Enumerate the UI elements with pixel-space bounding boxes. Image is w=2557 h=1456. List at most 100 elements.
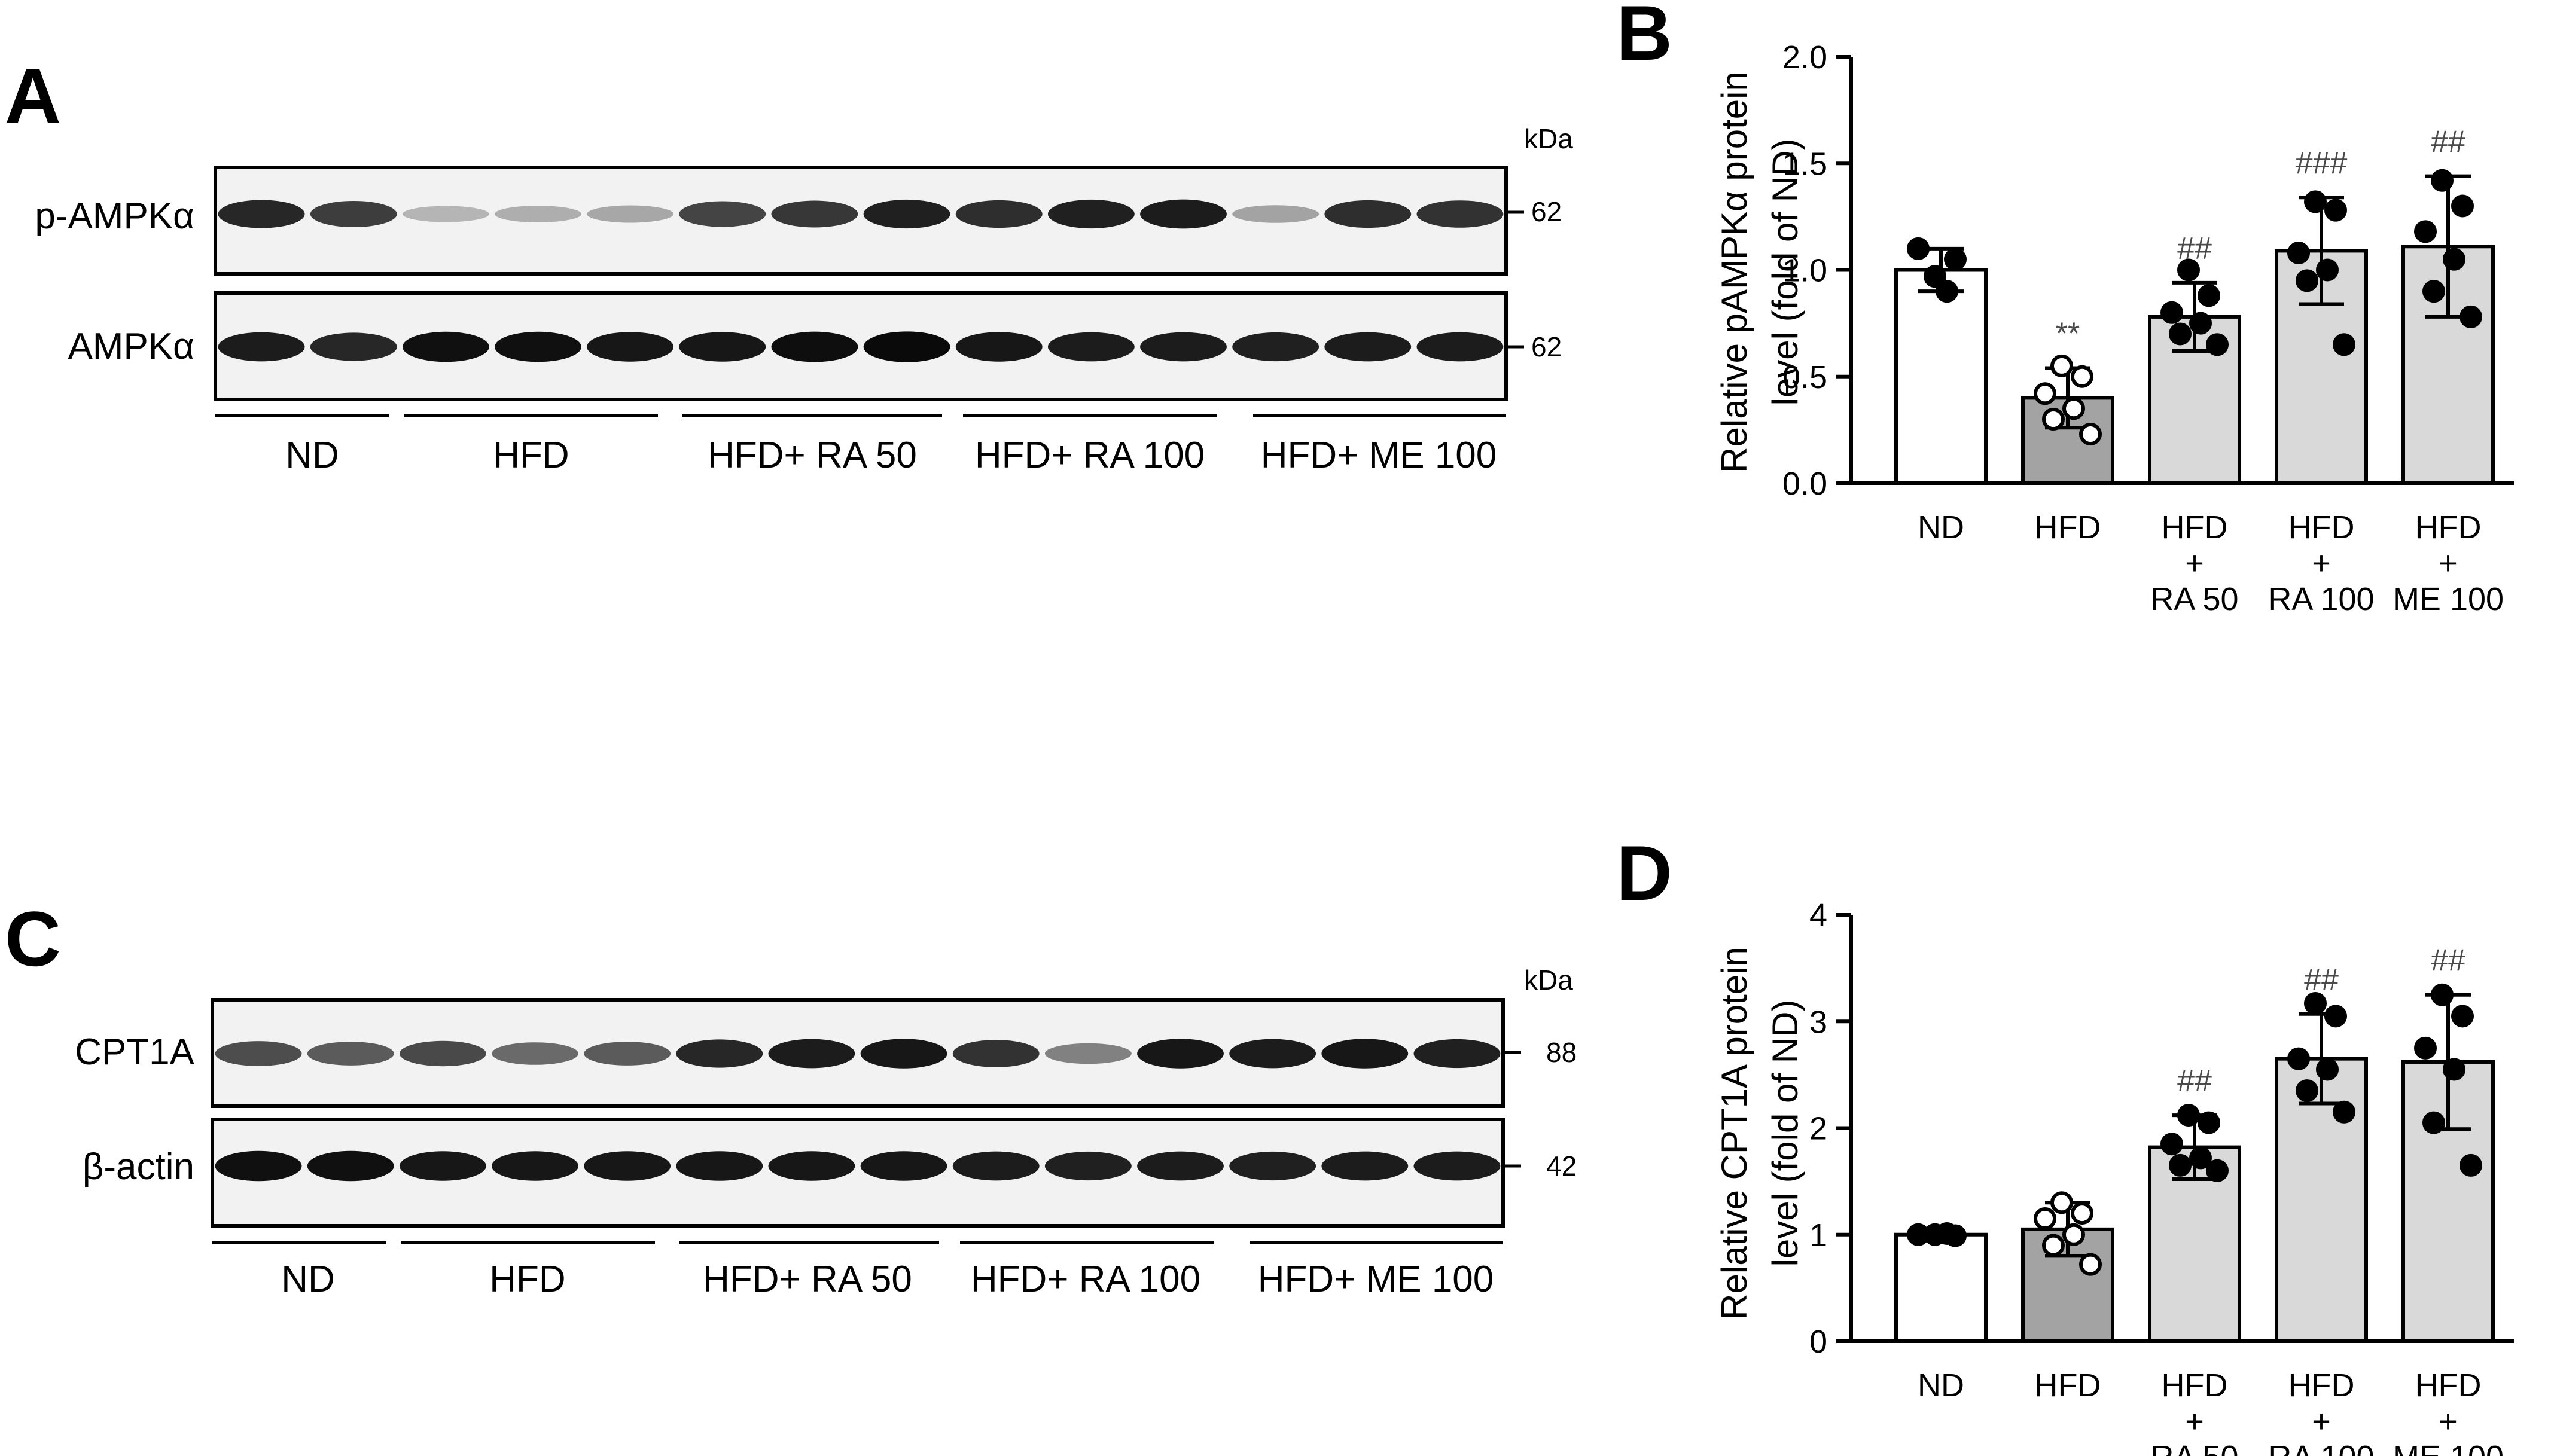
data-point	[2042, 408, 2065, 431]
western-blot-a: kDa p-AMPKα AMPKα 62 62 ND HFD HFD+ RA 5…	[35, 123, 1573, 476]
blot-band	[402, 331, 489, 362]
blot-band	[215, 1150, 302, 1182]
blot-c-group-label: HFD+ RA 50	[703, 1259, 912, 1300]
x-category-label: +	[2439, 1403, 2458, 1439]
x-category-label: HFD	[2162, 509, 2228, 545]
blot-band	[587, 332, 674, 362]
data-point	[2160, 301, 2183, 324]
blot-a-row-2-kda: 62	[1531, 331, 1562, 362]
blot-a-row-2-bands	[218, 331, 1504, 362]
data-point	[2169, 1153, 2192, 1177]
blot-band	[1229, 1039, 1316, 1069]
blot-band	[1137, 1039, 1224, 1069]
chart-b-ylabel-line-1: Relative pAMPKα protein	[1714, 71, 1754, 473]
blot-band	[1324, 200, 1412, 228]
kda-label-a: kDa	[1524, 123, 1573, 154]
data-point	[2451, 194, 2474, 218]
chart-b-pampk: Relative pAMPKα protein level (fold of N…	[1714, 39, 2514, 617]
data-point	[2050, 1191, 2073, 1214]
data-point	[2079, 423, 2102, 446]
significance-label: ##	[2431, 125, 2465, 160]
blot-c-row-2-kda: 42	[1546, 1150, 1577, 1182]
blot-c-row-2-bands	[215, 1150, 1501, 1182]
data-point	[2079, 1253, 2102, 1276]
blot-band	[310, 332, 397, 361]
data-point	[2422, 1111, 2445, 1134]
blot-band	[952, 1151, 1040, 1181]
data-point	[2451, 1005, 2474, 1028]
data-point	[2304, 190, 2327, 213]
blot-band	[215, 1041, 302, 1066]
x-category-label: HFD	[2288, 1368, 2355, 1403]
blot-band	[768, 1151, 855, 1181]
blot-c-row-1-bands	[215, 1039, 1501, 1069]
blot-a-row-1-label: p-AMPKα	[35, 196, 194, 237]
blot-band	[1047, 332, 1135, 362]
blot-band	[1232, 205, 1319, 223]
blot-band	[771, 200, 858, 228]
chart-d-cpt1a: Relative CPT1A protein level (fold of ND…	[1714, 898, 2514, 1456]
blot-band	[495, 206, 581, 222]
blot-band	[218, 332, 305, 362]
data-point	[2198, 1111, 2220, 1134]
data-point	[2189, 312, 2212, 335]
western-blot-c: kDa CPT1A β-actin 88 42 ND HFD HFD+ RA 5…	[75, 964, 1577, 1300]
y-tick-label: 1.0	[1782, 253, 1827, 289]
data-point	[2206, 1159, 2229, 1182]
blot-c-group-label: HFD+ ME 100	[1258, 1259, 1494, 1300]
data-point	[2414, 1036, 2437, 1060]
x-category-label: ME 100	[2393, 581, 2504, 617]
blot-a-group-label: HFD	[493, 435, 569, 476]
data-point	[2071, 1202, 2093, 1225]
significance-label: ###	[2296, 146, 2348, 181]
data-point	[2177, 258, 2200, 282]
data-point	[1944, 248, 1967, 271]
blot-band	[402, 206, 489, 222]
blot-band	[1416, 200, 1504, 228]
y-tick-label: 1	[1809, 1217, 1827, 1253]
blot-band	[218, 200, 305, 228]
data-point	[2443, 1058, 2465, 1081]
blot-a-group-label: HFD+ RA 50	[708, 435, 917, 476]
data-point	[1907, 237, 1930, 260]
blot-band	[307, 1042, 394, 1066]
panel-c-letter: C	[5, 895, 61, 982]
blot-band	[676, 1039, 763, 1068]
y-tick-label: 1.5	[1782, 146, 1827, 182]
blot-band	[492, 1151, 578, 1181]
data-point	[2169, 322, 2192, 346]
blot-band	[1044, 1043, 1132, 1064]
blot-band	[492, 1042, 578, 1065]
data-point	[2296, 269, 2318, 292]
blot-band	[952, 1040, 1040, 1067]
significance-label: **	[2056, 316, 2080, 351]
blot-c-row-1-label: CPT1A	[75, 1031, 194, 1073]
data-point	[2431, 983, 2454, 1006]
x-category-label: RA 50	[2150, 581, 2238, 617]
data-point	[2422, 280, 2445, 303]
blot-band	[1321, 1039, 1409, 1069]
x-category-label: HFD	[2035, 1368, 2101, 1403]
data-point	[2333, 333, 2355, 356]
x-category-label: HFD	[2288, 509, 2355, 545]
y-tick-label: 2	[1809, 1111, 1827, 1147]
chart-d-ylabel-line-1: Relative CPT1A protein	[1714, 947, 1754, 1320]
data-point	[2198, 284, 2220, 307]
blot-band	[399, 1151, 486, 1181]
kda-label-c: kDa	[1524, 964, 1573, 996]
blot-a-row-1-kda: 62	[1531, 196, 1562, 227]
chart-d-ylabel-line-2: level (fold of ND)	[1765, 1000, 1805, 1267]
y-tick-label: 3	[1809, 1004, 1827, 1040]
x-category-label: +	[2312, 1403, 2331, 1439]
blot-band	[860, 1151, 947, 1181]
data-point	[2324, 199, 2347, 222]
data-point	[2062, 397, 2085, 420]
data-point	[2177, 1104, 2200, 1127]
bar	[1894, 1232, 1988, 1343]
blot-band	[1229, 1151, 1316, 1181]
x-category-label: RA 100	[2268, 581, 2374, 617]
data-point	[2460, 305, 2482, 328]
panel-b-letter: B	[1616, 0, 1672, 77]
blot-band	[679, 332, 766, 362]
